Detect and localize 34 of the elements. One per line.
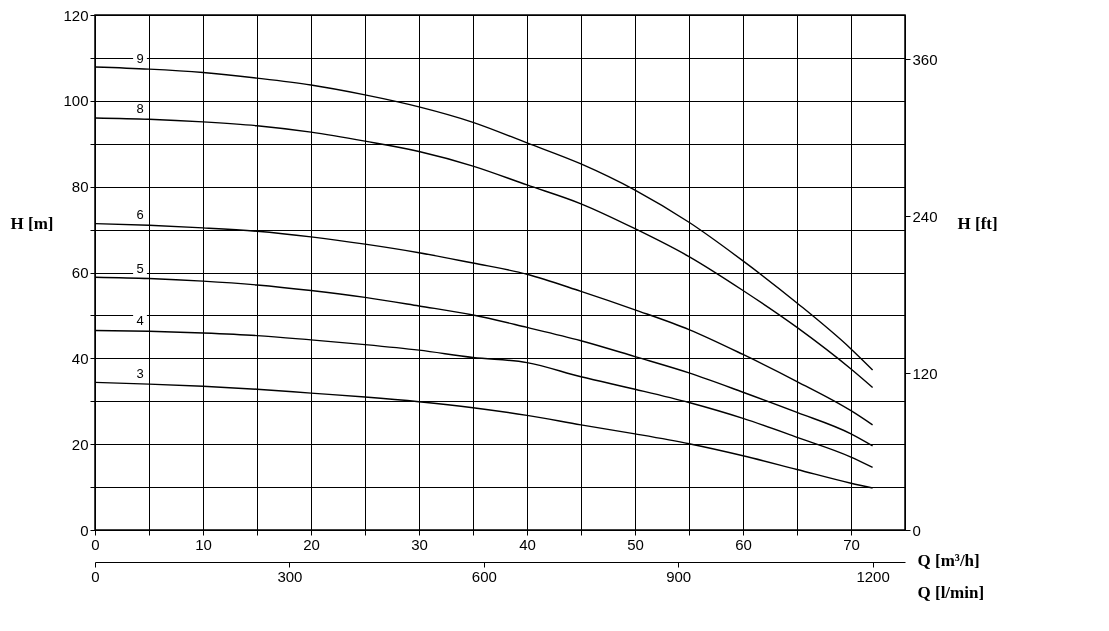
y-tick-label: 40 (71, 349, 89, 367)
series-label: 9 (136, 51, 144, 67)
x-tick-label: 30 (411, 535, 428, 553)
series-label: 8 (136, 101, 144, 117)
y-tick-label: 20 (71, 435, 89, 453)
series-label: 6 (136, 207, 144, 223)
x2-tick-label: 0 (91, 567, 100, 585)
x-tick-label: 0 (91, 535, 100, 553)
x-tick-label: 60 (735, 535, 752, 553)
y-axis-title: H [m] (10, 214, 54, 233)
y2-tick-label: 240 (912, 207, 938, 225)
x2-tick-label: 600 (471, 567, 497, 585)
y2-tick-label: 0 (912, 521, 921, 539)
x2-tick-label: 300 (277, 567, 303, 585)
y-tick-label: 120 (63, 6, 89, 24)
y-tick-label: 0 (80, 521, 89, 539)
x-tick-label: 70 (843, 535, 860, 553)
y2-tick-label: 120 (912, 364, 938, 382)
x-tick-label: 20 (303, 535, 320, 553)
x-axis-title: Q [m³/h] (917, 550, 980, 570)
y2-axis-title: H [ft] (957, 214, 998, 233)
y-tick-label: 80 (71, 178, 89, 196)
series-label: 3 (136, 366, 144, 382)
series-label: 4 (136, 313, 144, 329)
x2-tick-label: 900 (666, 567, 692, 585)
y2-tick-label: 360 (912, 50, 938, 68)
x2-axis-title: Q [l/min] (917, 582, 985, 602)
x-tick-label: 50 (627, 535, 644, 553)
y-tick-label: 100 (63, 92, 89, 110)
x2-tick-label: 1200 (856, 567, 890, 585)
x-tick-label: 40 (519, 535, 536, 553)
x-tick-label: 10 (195, 535, 212, 553)
series-label: 5 (136, 260, 144, 276)
y-tick-label: 60 (71, 264, 89, 281)
